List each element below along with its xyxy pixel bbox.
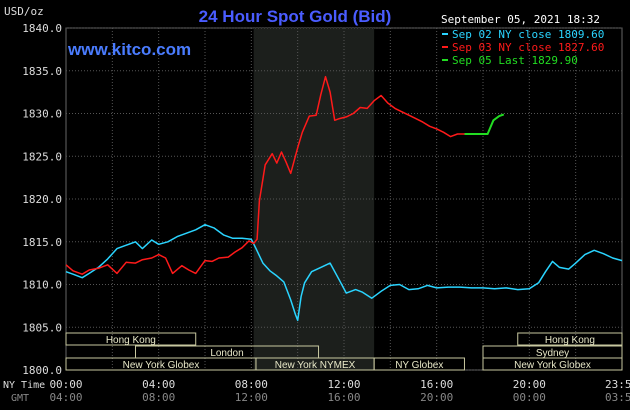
y-tick-label: 1840.0 [22, 22, 62, 35]
timestamp-label: September 05, 2021 18:32 [441, 13, 600, 26]
chart-title: 24 Hour Spot Gold (Bid) [199, 7, 392, 26]
kitco-watermark[interactable]: www.kitco.com [67, 40, 191, 59]
price-line-1 [65, 75, 465, 275]
x-tick-label-gmt: 04:00 [49, 391, 82, 404]
price-line-2 [464, 113, 505, 135]
gmt-axis-label: GMT [11, 393, 29, 404]
y-axis-unit: USD/oz [4, 5, 44, 18]
x-tick-label-gmt: 08:00 [142, 391, 175, 404]
y-tick-label: 1835.0 [22, 65, 62, 78]
legend-entry: Sep 02 NY close 1809.60 [452, 28, 604, 41]
y-tick-label: 1800.0 [22, 364, 62, 377]
y-tick-label: 1825.0 [22, 150, 62, 163]
nymex-session-shade [253, 28, 375, 370]
x-tick-label-ny: 08:00 [235, 378, 268, 391]
x-tick-label-ny: 00:00 [49, 378, 82, 391]
session-label: London [210, 348, 243, 359]
session-label: NY Globex [395, 360, 443, 371]
session-label: Sydney [536, 348, 569, 359]
session-box [517, 332, 623, 346]
x-tick-label-ny: 20:00 [513, 378, 546, 391]
market-sessions: Hong Kong London New York Globex New York N… [65, 332, 623, 371]
x-tick-label-gmt: 12:00 [235, 391, 268, 404]
x-tick-label-gmt: 00:00 [513, 391, 546, 404]
y-tick-label: 1830.0 [22, 108, 62, 121]
y-axis-ticks: 1800.0 1805.0 1810.0 1815.0 1820.0 1825.0 1830… [22, 22, 62, 377]
session-label: Hong Kong [106, 335, 156, 346]
session-label: Hong Kong [545, 335, 595, 346]
x-tick-label-ny: 16:00 [420, 378, 453, 391]
session-label: New York NYMEX [275, 360, 356, 371]
price-series [65, 75, 623, 322]
x-tick-label-gmt: 03:59 [605, 391, 630, 404]
x-tick-label-ny: 12:00 [327, 378, 360, 391]
x-axis-ticks: 00:0004:0008:0012:0016:0020:0023:5904:00… [49, 378, 630, 404]
legend-entry: Sep 05 Last 1829.90 [452, 54, 578, 67]
session-label: New York Globex [123, 360, 200, 371]
y-tick-label: 1810.0 [22, 279, 62, 292]
y-tick-label: 1805.0 [22, 321, 62, 334]
grid-lines [66, 27, 622, 371]
x-tick-label-gmt: 20:00 [420, 391, 453, 404]
price-line-0 [65, 223, 623, 322]
session-box [482, 357, 623, 371]
x-tick-label-ny: 23:59 [605, 378, 630, 391]
session-box [65, 332, 197, 346]
session-box [373, 357, 465, 371]
ny-time-axis-label: NY Time [3, 380, 45, 391]
x-tick-label-ny: 04:00 [142, 378, 175, 391]
y-tick-label: 1815.0 [22, 236, 62, 249]
legend-entry: Sep 03 NY close 1827.60 [452, 41, 604, 54]
session-label: New York Globex [514, 360, 591, 371]
x-tick-label-gmt: 16:00 [327, 391, 360, 404]
y-tick-label: 1820.0 [22, 193, 62, 206]
